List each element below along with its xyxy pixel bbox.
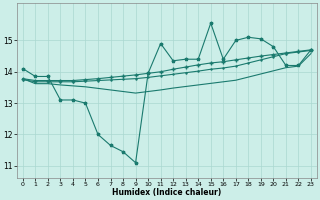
X-axis label: Humidex (Indice chaleur): Humidex (Indice chaleur) bbox=[112, 188, 221, 197]
